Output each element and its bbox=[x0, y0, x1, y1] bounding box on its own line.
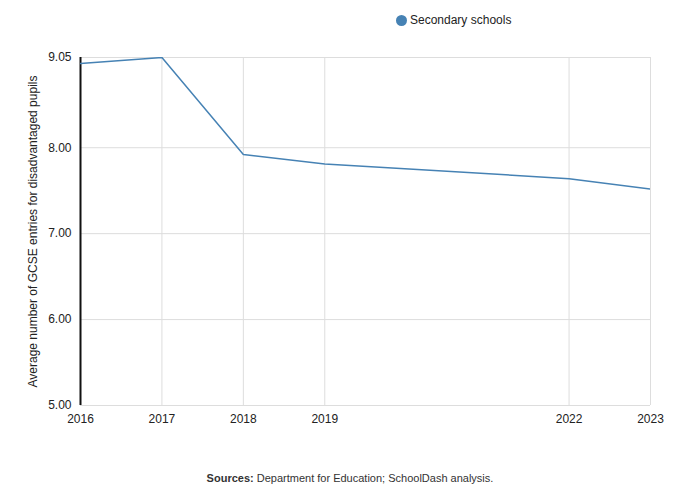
svg-text:9.05: 9.05 bbox=[48, 50, 72, 64]
svg-text:6.00: 6.00 bbox=[48, 312, 72, 326]
svg-text:2017: 2017 bbox=[149, 412, 176, 426]
svg-text:2023: 2023 bbox=[637, 412, 664, 426]
svg-text:2019: 2019 bbox=[311, 412, 338, 426]
html-text:Sources: Department for Educat: Sources: Department for Education; Schoo… bbox=[206, 472, 494, 484]
svg-text:8.00: 8.00 bbox=[48, 141, 72, 155]
svg-text:Average number of GCSE entries: Average number of GCSE entries for disad… bbox=[26, 76, 40, 388]
svg-text:5.00: 5.00 bbox=[48, 398, 72, 412]
svg-text:2022: 2022 bbox=[556, 412, 583, 426]
html-text:Secondary schools: Secondary schools bbox=[410, 13, 512, 27]
svg-text:7.00: 7.00 bbox=[48, 226, 72, 240]
svg-text:2018: 2018 bbox=[230, 412, 257, 426]
svg-text:2016: 2016 bbox=[67, 412, 94, 426]
